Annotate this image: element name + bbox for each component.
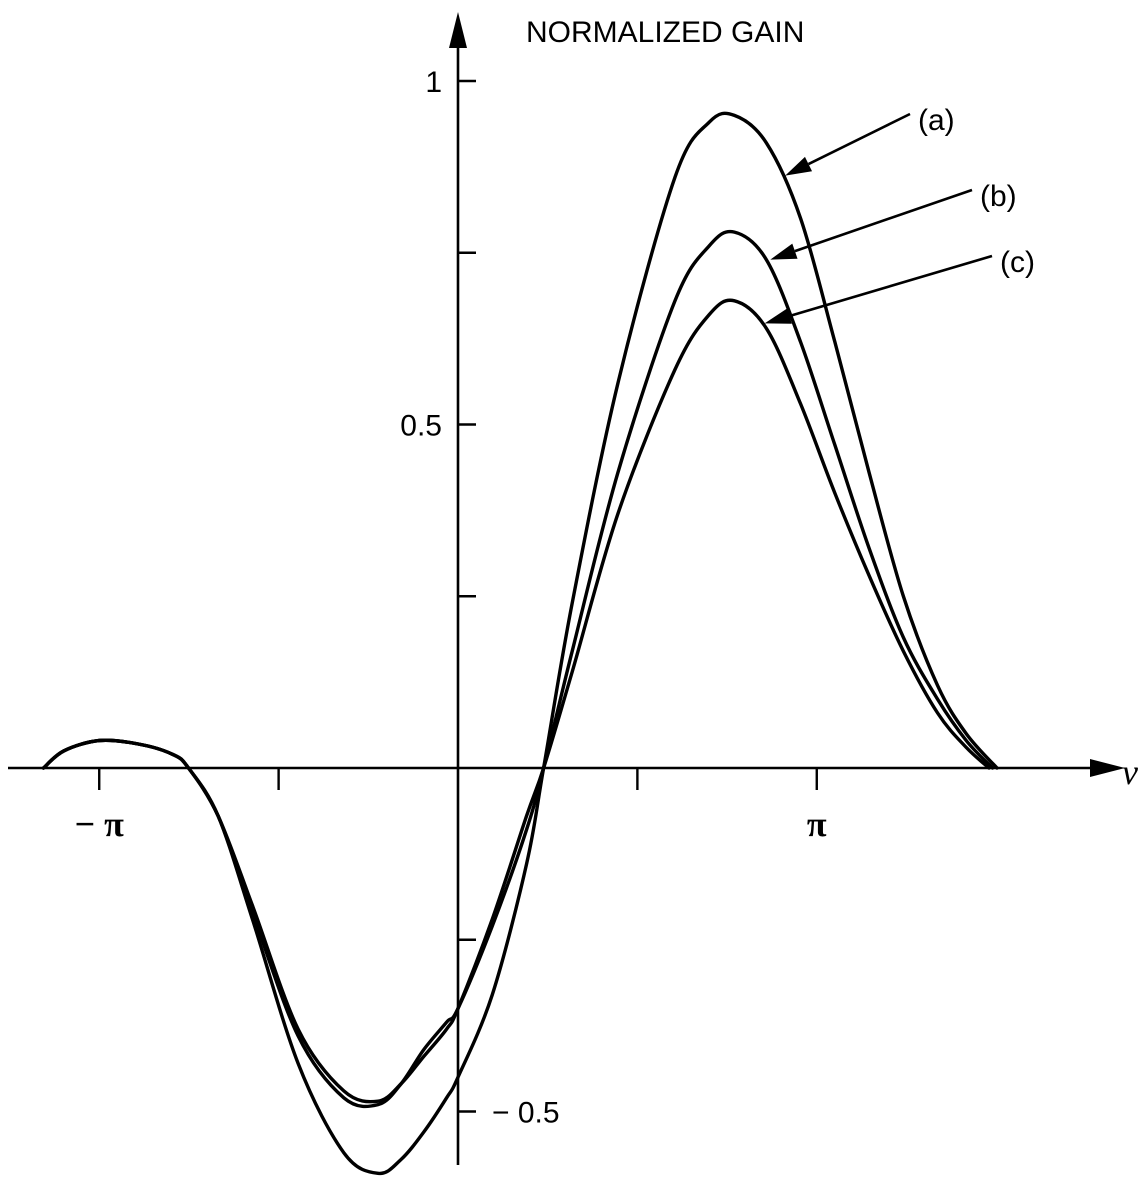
callout-arrow-line — [794, 188, 973, 253]
y-axis-arrowhead — [449, 12, 467, 48]
series-curves — [41, 111, 999, 1176]
series-callouts: (a) (b) (c) — [764, 104, 1035, 324]
callout-arrow-line — [789, 254, 993, 318]
y-axis-title: NORMALIZED GAIN — [526, 16, 804, 49]
y-tick-label: 0.5 — [400, 410, 442, 443]
series-line-c — [41, 298, 991, 1104]
x-tick-label: − π — [75, 804, 125, 844]
tick-labels: − π π 1 0.5 − 0.5 — [75, 66, 827, 1130]
axis-ticks — [98, 79, 818, 1113]
x-tick-label: π — [807, 804, 827, 844]
x-axis-arrowhead — [1090, 759, 1125, 777]
y-tick-label: − 0.5 — [492, 1097, 560, 1130]
y-tick-label: 1 — [425, 66, 442, 99]
x-axis-title: ν — [1122, 752, 1138, 792]
callout-arrowhead — [764, 308, 792, 324]
callout-arrowhead — [785, 156, 813, 176]
series-line-b — [41, 229, 995, 1109]
series-label-a: (a) — [918, 104, 955, 137]
callout-arrow-line — [807, 112, 911, 166]
callout-arrowhead — [770, 243, 798, 260]
series-label-b: (b) — [980, 180, 1017, 213]
series-line-a — [41, 111, 999, 1176]
series-label-c: (c) — [1000, 246, 1035, 279]
